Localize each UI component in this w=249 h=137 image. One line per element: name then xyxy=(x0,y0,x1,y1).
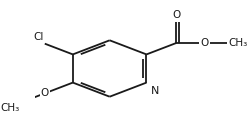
Text: Cl: Cl xyxy=(33,32,44,42)
Text: N: N xyxy=(151,86,159,96)
Text: O: O xyxy=(172,9,181,19)
Text: CH₃: CH₃ xyxy=(228,38,247,48)
Text: CH₃: CH₃ xyxy=(1,103,20,113)
Text: O: O xyxy=(41,88,49,98)
Text: O: O xyxy=(200,38,209,48)
